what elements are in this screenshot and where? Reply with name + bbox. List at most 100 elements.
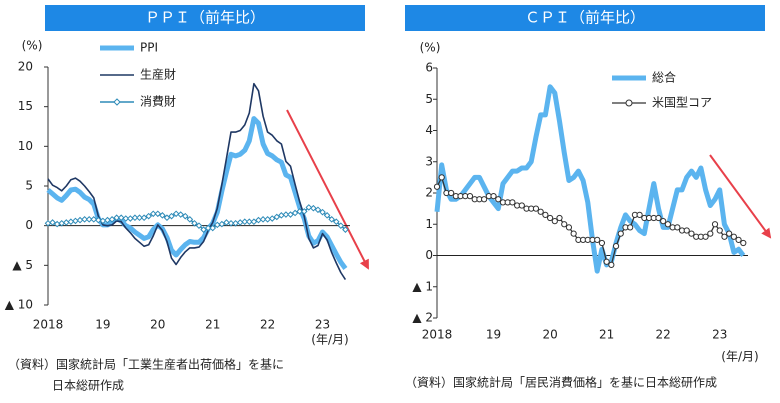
marker: [702, 233, 709, 240]
y-tick-label: ▲ 10: [5, 298, 33, 312]
y-tick-label: 0: [25, 218, 33, 232]
marker: [85, 216, 93, 223]
marker: [323, 212, 331, 219]
y-tick-label: 0: [425, 248, 433, 262]
marker: [209, 224, 217, 232]
marker: [664, 221, 671, 228]
marker: [617, 230, 624, 237]
marker: [337, 222, 345, 229]
marker: [627, 224, 634, 231]
marker: [44, 219, 52, 227]
y-tick-label: 10: [18, 139, 33, 153]
chart-title: ＰＰＩ（前年比）: [145, 9, 265, 27]
y-axis-label: (%): [420, 41, 441, 55]
marker: [113, 214, 120, 222]
x-tick-label: 21: [599, 328, 614, 342]
marker: [232, 219, 239, 227]
marker: [282, 211, 290, 218]
marker: [300, 208, 308, 215]
marker: [127, 215, 134, 222]
y-tick-label: 20: [18, 60, 33, 74]
marker: [172, 210, 180, 218]
marker: [186, 216, 194, 223]
marker: [108, 216, 116, 223]
marker: [296, 208, 303, 215]
marker: [268, 215, 276, 222]
y-tick-label: 15: [18, 99, 33, 113]
marker: [145, 212, 152, 220]
marker: [570, 230, 577, 237]
marker: [287, 211, 294, 218]
marker: [542, 211, 549, 218]
marker: [58, 219, 66, 227]
marker: [181, 212, 189, 220]
marker: [561, 221, 568, 228]
marker: [481, 196, 488, 203]
marker: [122, 215, 130, 222]
marker: [711, 221, 719, 228]
marker: [195, 222, 203, 229]
marker: [310, 204, 317, 212]
source-note: （資料）国家統計局「工業生産者出荷価格」を基に: [8, 357, 284, 372]
legend-marker: [113, 98, 121, 106]
x-tick-label: 21: [205, 318, 220, 332]
legend-label: 米国型コア: [652, 96, 712, 110]
series-line: [46, 116, 348, 270]
marker: [532, 205, 540, 212]
marker: [259, 216, 267, 223]
marker: [740, 239, 747, 247]
x-tick-label: 2018: [33, 318, 64, 332]
legend-marker: [625, 99, 633, 107]
legend-label: 総合: [652, 70, 676, 85]
marker: [76, 216, 84, 224]
marker: [726, 230, 733, 237]
marker: [660, 218, 667, 225]
marker: [721, 233, 728, 240]
marker: [730, 233, 737, 240]
marker: [466, 193, 474, 200]
series-line: [434, 84, 746, 274]
x-tick-label: 20: [542, 328, 557, 342]
marker: [655, 214, 662, 222]
marker: [565, 224, 573, 231]
y-tick-label: ▲ 2: [412, 311, 433, 325]
marker: [490, 193, 497, 200]
y-tick-label: 5: [25, 179, 33, 193]
marker: [204, 224, 212, 232]
marker: [246, 218, 253, 226]
marker: [612, 243, 620, 250]
marker: [448, 189, 455, 197]
marker: [72, 217, 79, 225]
chart-title: ＣＰＩ（前年比）: [525, 9, 645, 27]
marker: [90, 216, 98, 223]
marker: [273, 213, 281, 221]
marker: [81, 216, 88, 223]
x-tick-label: 22: [656, 328, 671, 342]
marker: [598, 239, 606, 247]
title-bar: [45, 5, 365, 31]
y-tick-label: ▲ 1: [412, 279, 433, 293]
marker: [305, 204, 313, 211]
marker: [177, 211, 185, 218]
marker: [168, 212, 175, 220]
marker: [636, 211, 643, 218]
marker: [603, 258, 610, 265]
title-bar: [405, 5, 765, 31]
marker: [236, 219, 244, 226]
marker: [227, 219, 235, 227]
legend-label: PPI: [140, 41, 158, 55]
marker: [328, 216, 336, 223]
legend-label: 消費財: [140, 94, 176, 109]
marker: [291, 209, 299, 217]
marker: [594, 236, 601, 243]
marker: [131, 214, 139, 222]
marker: [223, 219, 230, 226]
legend-label: 生産財: [140, 67, 176, 82]
x-tick-label: 19: [486, 328, 501, 342]
y-tick-label: ▲ 5: [12, 258, 33, 272]
marker: [495, 196, 502, 203]
y-tick-label: 1: [425, 217, 433, 231]
marker: [674, 224, 681, 231]
y-tick-label: 4: [425, 123, 433, 137]
